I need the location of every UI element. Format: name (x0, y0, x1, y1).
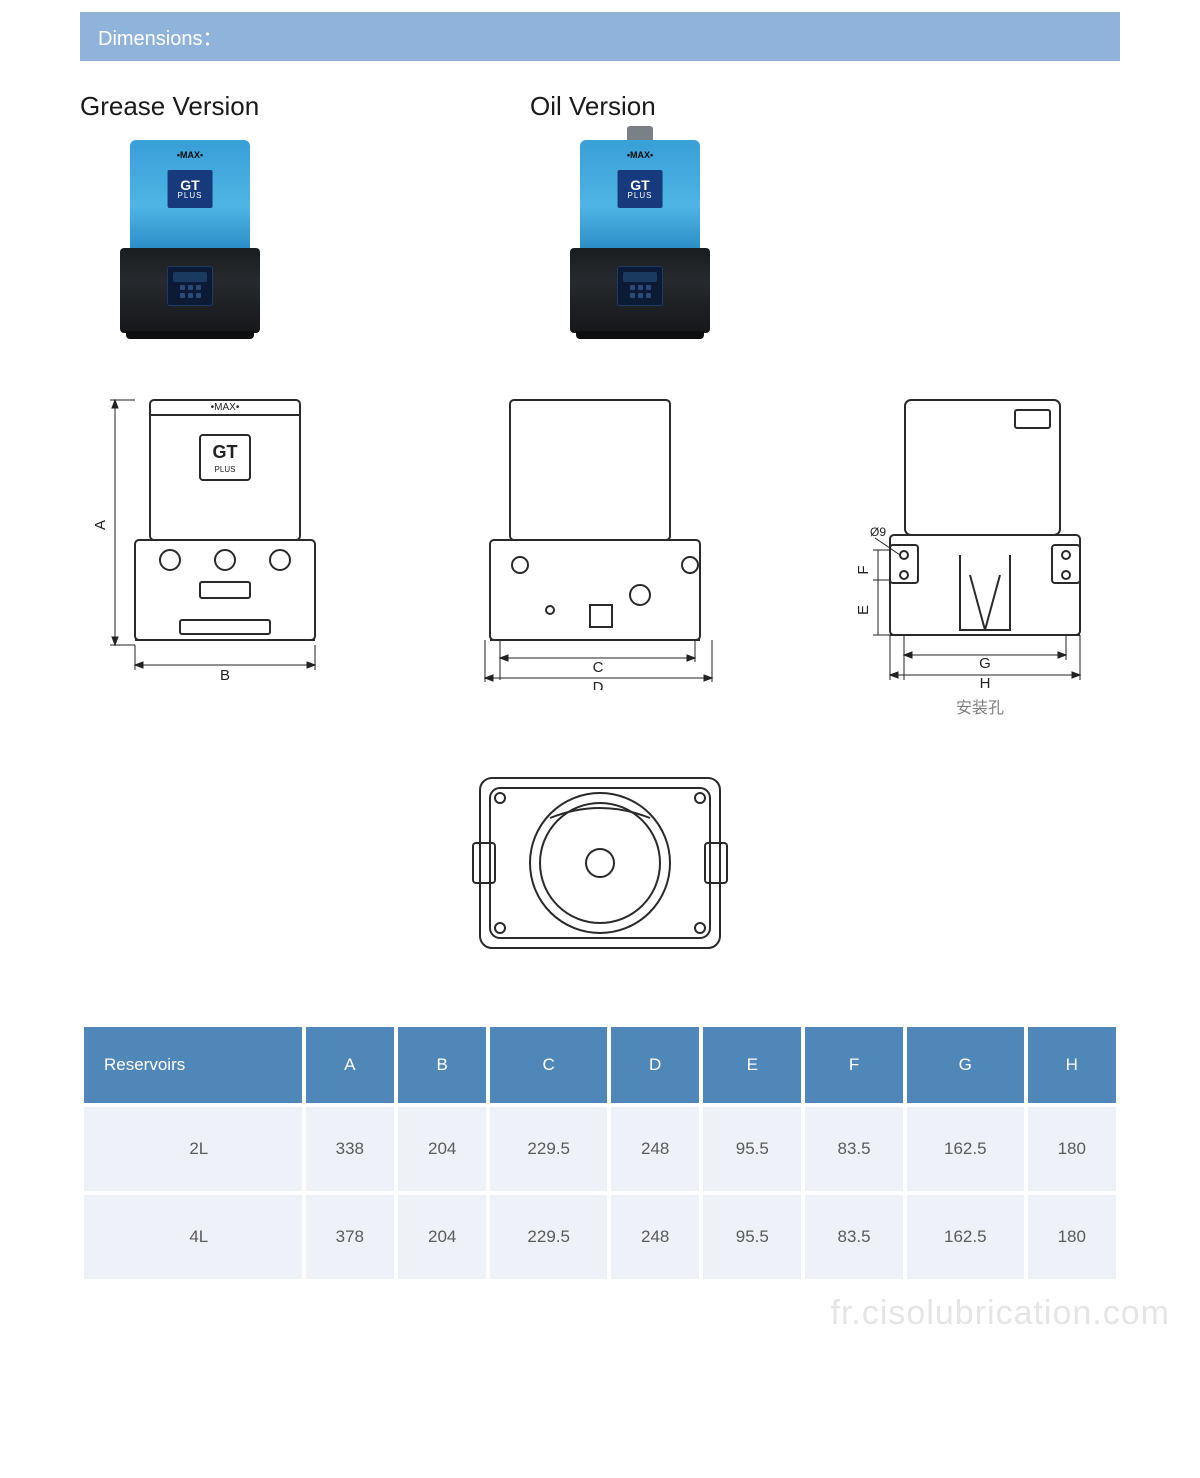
cell: 180 (1028, 1107, 1116, 1191)
cell: 95.5 (703, 1107, 801, 1191)
gt-badge: GT PLUS (618, 170, 663, 208)
th-D: D (611, 1027, 699, 1103)
cell: 95.5 (703, 1195, 801, 1279)
side-view-drawing: C D (440, 380, 760, 718)
control-panel (167, 266, 213, 306)
grease-title: Grease Version (80, 91, 270, 122)
table-header-row: Reservoirs A B C D E F G H (84, 1027, 1116, 1103)
versions-row: Grease Version •MAX• GT PLUS Oil Version (0, 91, 1200, 340)
th-reservoirs: Reservoirs (84, 1027, 302, 1103)
cell: 162.5 (907, 1107, 1024, 1191)
gt-badge-sub: PLUS (178, 192, 203, 200)
grease-column: Grease Version •MAX• GT PLUS (80, 91, 270, 340)
mounting-hole-note: 安装孔 (840, 694, 1120, 718)
gt-text: GT (213, 442, 238, 462)
table-row: 2L 338 204 229.5 248 95.5 83.5 162.5 180 (84, 1107, 1116, 1191)
cell: 378 (306, 1195, 394, 1279)
th-B: B (398, 1027, 486, 1103)
th-H: H (1028, 1027, 1116, 1103)
cell: 162.5 (907, 1195, 1024, 1279)
th-E: E (703, 1027, 801, 1103)
oil-reservoir: •MAX• GT PLUS (580, 140, 700, 250)
max-text: •MAX• (211, 402, 240, 413)
dim-C-label: C (593, 659, 604, 676)
lcd-icon (173, 272, 207, 282)
th-A: A (306, 1027, 394, 1103)
grease-reservoir: •MAX• GT PLUS (130, 140, 250, 250)
gt-sub-text: PLUS (215, 465, 236, 474)
cell: 180 (1028, 1195, 1116, 1279)
cell: 229.5 (490, 1107, 607, 1191)
table-row: 4L 378 204 229.5 248 95.5 83.5 162.5 180 (84, 1195, 1116, 1279)
cell: 248 (611, 1107, 699, 1191)
gt-badge-sub: PLUS (628, 192, 653, 200)
section-header: Dimensions： (80, 12, 1120, 61)
lcd-icon (623, 272, 657, 282)
cell: 204 (398, 1195, 486, 1279)
cell: 2L (84, 1107, 302, 1191)
th-C: C (490, 1027, 607, 1103)
watermark: fr.cisolubrication.com (831, 1294, 1170, 1333)
oil-title: Oil Version (530, 91, 720, 122)
grease-base (120, 248, 260, 333)
dim-G-label: G (979, 655, 991, 672)
cell: 83.5 (805, 1107, 903, 1191)
max-label: •MAX• (177, 150, 203, 160)
th-F: F (805, 1027, 903, 1103)
gt-badge: GT PLUS (168, 170, 213, 208)
rear-view-drawing: Ø9 F E G (840, 380, 1120, 718)
cell: 204 (398, 1107, 486, 1191)
cell: 338 (306, 1107, 394, 1191)
cell: 4L (84, 1195, 302, 1279)
dim-D-label: D (593, 679, 604, 690)
dim-B-label: B (220, 667, 230, 680)
cell: 248 (611, 1195, 699, 1279)
th-G: G (907, 1027, 1024, 1103)
dim-E-label: E (855, 605, 872, 615)
front-view-drawing: •MAX• GT PLUS A B (80, 380, 360, 718)
dim-phi-label: Ø9 (870, 525, 886, 539)
line-drawings-row: •MAX• GT PLUS A B (0, 380, 1200, 718)
dim-A-label: A (92, 520, 109, 530)
dim-H-label: H (980, 675, 991, 690)
grease-product-photo: •MAX• GT PLUS (110, 140, 270, 340)
oil-base (570, 248, 710, 333)
top-view-drawing (450, 748, 750, 983)
dimensions-table: Reservoirs A B C D E F G H 2L 338 204 22… (80, 1023, 1120, 1283)
oil-product-photo: •MAX• GT PLUS (560, 140, 720, 340)
cell: 83.5 (805, 1195, 903, 1279)
oil-column: Oil Version •MAX• GT PLUS (530, 91, 720, 340)
control-panel (617, 266, 663, 306)
max-label: •MAX• (627, 150, 653, 160)
cell: 229.5 (490, 1195, 607, 1279)
dim-F-label: F (855, 565, 872, 574)
